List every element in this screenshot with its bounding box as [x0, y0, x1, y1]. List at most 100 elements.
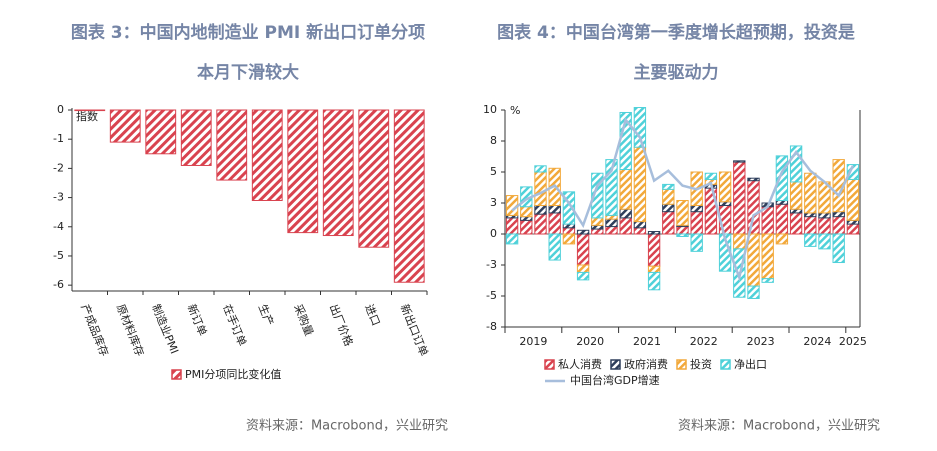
bar-segment	[775, 155, 789, 202]
bar	[180, 109, 212, 166]
bar-segment	[676, 226, 689, 235]
bar-segment	[662, 188, 675, 205]
bar-segment	[647, 231, 661, 235]
x-tick-label: 生产	[256, 302, 277, 328]
bar-segment	[733, 233, 746, 250]
bar-segment	[548, 233, 561, 261]
y-tick-label: -5	[486, 289, 497, 302]
y-tick-label: -5	[53, 249, 64, 262]
bar-segment	[662, 183, 675, 190]
x-tick-label: 采购量	[291, 302, 316, 338]
y-tick-label: 10	[483, 103, 497, 116]
bar-segment	[520, 219, 533, 235]
bar-segment	[747, 180, 760, 235]
bar-segment	[789, 181, 803, 210]
legend-label: 净出口	[734, 357, 767, 371]
bar-segment	[804, 172, 817, 214]
x-tick-label: 2024	[803, 335, 831, 348]
y-tick-label: -6	[53, 278, 64, 291]
bar-segment	[789, 145, 803, 183]
y-tick-label: -3	[486, 258, 497, 271]
bar-segment	[505, 233, 519, 245]
bar-segment	[576, 233, 590, 266]
y-tick-label: -4	[53, 220, 64, 233]
bar-segment	[534, 165, 547, 173]
y-tick-label: -2	[53, 161, 64, 174]
bar-segment	[505, 195, 519, 216]
bar-segment	[548, 212, 561, 235]
bar-segment	[633, 146, 647, 223]
bar-segment	[676, 200, 689, 226]
bar-segment	[576, 264, 590, 273]
bar	[74, 109, 106, 112]
x-tick-label: 新订单	[185, 302, 210, 338]
legend-swatch	[544, 359, 555, 370]
bar-segment	[633, 227, 647, 235]
bar	[358, 109, 390, 248]
bar-segment	[690, 211, 703, 235]
bar-segment	[633, 107, 647, 148]
x-tick-label: 制造业PMI	[149, 302, 182, 356]
legend-label: PMI分项同比变化值	[185, 367, 281, 381]
bar-segment	[804, 216, 817, 235]
bar-segment	[690, 233, 703, 252]
bar-segment	[789, 208, 803, 214]
bar-segment	[562, 223, 576, 229]
bar-segment	[576, 229, 590, 235]
x-tick-label: 2020	[576, 335, 604, 348]
bar-segment	[591, 217, 604, 226]
legend-swatch	[171, 369, 182, 380]
y-axis-label: 指数	[76, 109, 98, 123]
bar-segment	[534, 213, 547, 235]
bar-segment	[846, 164, 860, 180]
bar-segment	[747, 177, 760, 182]
bar-segment	[832, 216, 845, 235]
bar-segment	[818, 217, 831, 235]
bar	[109, 109, 141, 143]
bar-segment	[704, 172, 718, 180]
bar-segment	[846, 223, 860, 235]
bar-segment	[548, 204, 561, 214]
bar-segment	[775, 200, 789, 205]
bar-segment	[690, 204, 703, 213]
bar-segment	[747, 285, 760, 299]
y-tick-label: -1	[53, 132, 64, 145]
bar-segment	[647, 271, 661, 291]
bar-segment	[534, 204, 547, 215]
bar-segment	[605, 218, 618, 228]
bar-segment	[846, 178, 860, 221]
bar-segment	[619, 169, 632, 210]
y-tick-label: 0	[490, 227, 497, 240]
x-tick-label: 出厂价格	[327, 302, 356, 348]
bar-segment	[804, 212, 817, 218]
legend-swatch	[676, 359, 687, 370]
bar-segment	[619, 217, 632, 235]
x-tick-label: 新出口订单	[398, 302, 432, 358]
bar-segment	[562, 233, 576, 245]
bar-segment	[605, 159, 618, 216]
x-tick-label: 2022	[690, 335, 718, 348]
legend-swatch	[610, 359, 621, 370]
bar-segment	[761, 233, 774, 280]
bar-segment	[520, 216, 533, 221]
chart-title: 图表 3：中国内地制造业 PMI 新出口订单分项	[71, 22, 425, 43]
chart-title: 主要驱动力	[634, 62, 719, 83]
bar-segment	[761, 206, 774, 235]
x-tick-label: 产成品库存	[78, 302, 112, 358]
bar-segment	[619, 208, 632, 219]
bar	[251, 109, 283, 201]
bar-segment	[591, 228, 604, 235]
bar-segment	[775, 233, 789, 245]
bar-segment	[733, 160, 746, 163]
bar-segment	[775, 203, 789, 235]
bar-segment	[605, 226, 618, 235]
bar-segment	[733, 161, 746, 235]
legend-label: 政府消费	[624, 357, 668, 371]
y-tick-label: 5	[490, 165, 497, 178]
bar-segment	[747, 233, 760, 287]
y-tick-label: 0	[57, 103, 64, 116]
bar-segment	[647, 265, 661, 273]
y-axis-label: %	[510, 104, 520, 117]
source: 资料来源：Macrobond，兴业研究	[246, 419, 448, 434]
